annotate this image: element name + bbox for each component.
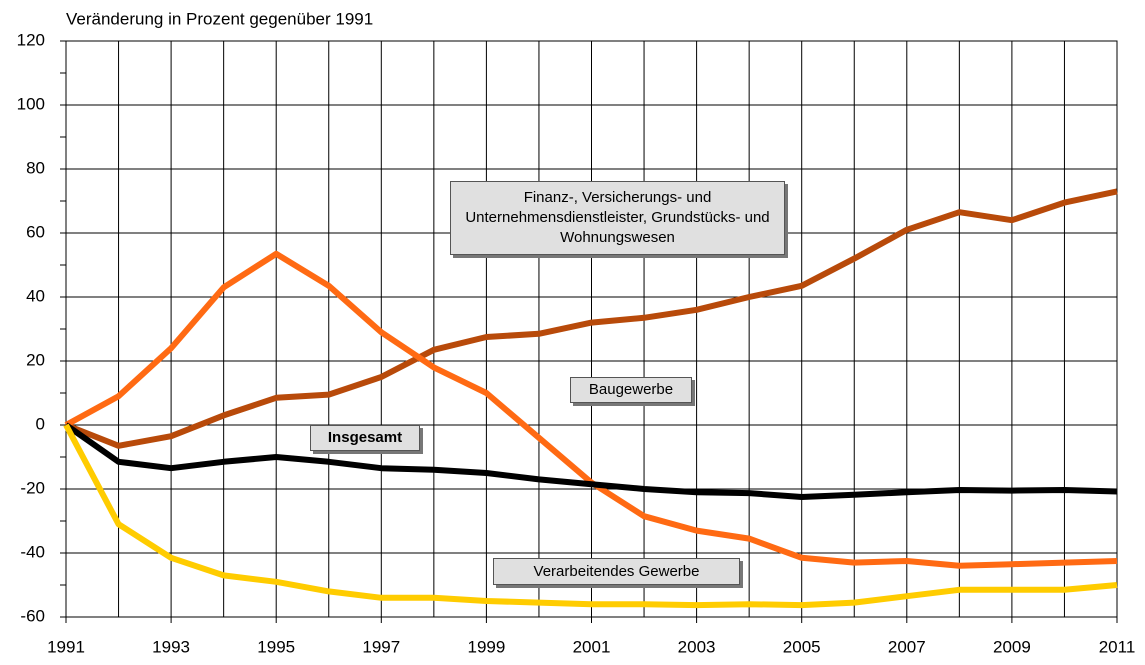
y-tick-label: 40: [26, 286, 45, 305]
plot-border: [65, 40, 1118, 618]
x-tick-label: 2011: [1099, 637, 1136, 656]
series-label: Baugewerbe: [570, 377, 692, 403]
x-tick-label: 2005: [783, 637, 821, 656]
y-tick-label: 100: [17, 94, 45, 113]
y-tick-label: -20: [20, 478, 45, 497]
x-tick-label: 1999: [467, 637, 505, 656]
series-line: [64, 188, 1118, 449]
x-tick-label: 2009: [993, 637, 1031, 656]
y-tick-label: -40: [20, 542, 45, 561]
x-tick-label: 2001: [573, 637, 611, 656]
x-tick-label: 1995: [257, 637, 295, 656]
y-tick-label: 20: [26, 350, 45, 369]
series-line: [64, 422, 1118, 500]
series-label: Verarbeitendes Gewerbe: [493, 558, 740, 585]
y-tick-label: 60: [26, 222, 45, 241]
x-tick-label: 2007: [888, 637, 926, 656]
y-tick-label: 0: [36, 414, 45, 433]
x-tick-label: 1991: [47, 637, 85, 656]
chart-title: Veränderung in Prozent gegenüber 1991: [66, 9, 373, 28]
x-tick-label: 1993: [152, 637, 190, 656]
series-label: Finanz-, Versicherungs- und Unternehmens…: [450, 181, 785, 255]
y-tick-label: 80: [26, 158, 45, 177]
y-tick-label: -60: [20, 606, 45, 625]
x-tick-label: 1997: [362, 637, 400, 656]
series-line: [63, 423, 1118, 609]
x-tick-label: 2003: [678, 637, 716, 656]
y-tick-label: 120: [17, 30, 45, 49]
series-label: Insgesamt: [310, 425, 420, 451]
